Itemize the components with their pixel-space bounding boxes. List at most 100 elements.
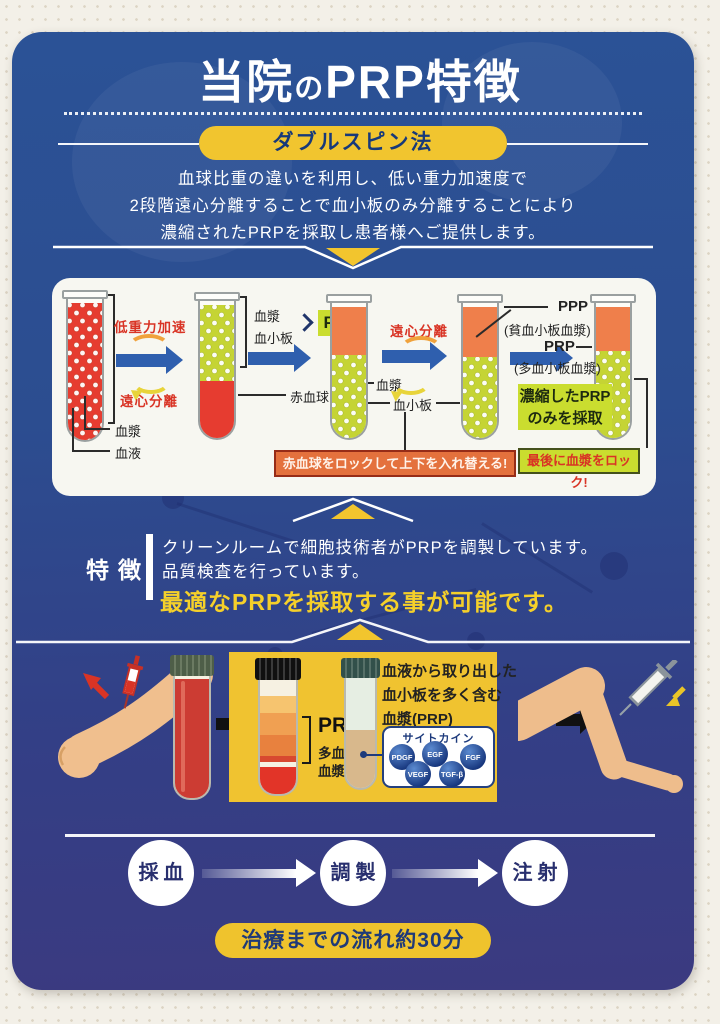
label-prp-title: PRP xyxy=(544,338,575,355)
step-arrow-icon xyxy=(510,344,573,372)
spin-arc-icon xyxy=(128,334,170,360)
separated-tube xyxy=(341,658,380,790)
badge-line-right xyxy=(507,143,648,145)
intro-paragraph: 血球比重の違いを利用し、低い重力加速度で 2段階遠心分離することで血小板のみ分離… xyxy=(0,166,706,247)
flow-arrow-icon xyxy=(392,869,478,878)
note-lock-plasma: 最後に血漿をロック! xyxy=(518,448,640,490)
tube1-bracket xyxy=(108,294,115,424)
badge-line-left xyxy=(58,143,199,145)
tube-lip xyxy=(194,292,240,301)
connector-line xyxy=(365,753,383,756)
connector-line xyxy=(84,396,86,428)
tube2-bracket xyxy=(240,296,247,368)
tube-cap xyxy=(341,658,380,678)
label-tube1-blood: 血液 xyxy=(115,446,142,461)
page-title-post: PRP特徴 xyxy=(325,56,522,108)
cytokine-vegf: VEGF xyxy=(405,761,431,787)
up-arrow-wide-icon xyxy=(16,618,690,644)
prp-tube xyxy=(255,658,301,796)
flow-arrow-icon xyxy=(202,869,296,878)
connector-line xyxy=(84,428,110,430)
intro-line: 2段階遠心分離することで血小板のみ分離することにより xyxy=(129,197,577,215)
flow-step-injection: 注射 xyxy=(502,840,568,906)
page-title-particle: の xyxy=(294,73,326,105)
label-tube1-plasma: 血漿 xyxy=(115,424,142,439)
cytokine-title: サイトカイン xyxy=(402,733,475,745)
test-tube-first-spin xyxy=(194,292,240,440)
method-badge: ダブルスピン法 xyxy=(199,126,507,160)
flow-step-preparation: 調製 xyxy=(320,840,386,906)
connector-line xyxy=(504,306,548,308)
prp-layer-bracket xyxy=(302,716,311,764)
test-tube-second-spin xyxy=(457,294,503,440)
note-swap: 赤血球をロックして上下を入れ替える! xyxy=(274,450,516,477)
chevron-right-icon xyxy=(295,313,314,332)
duration-badge: 治療までの流れ約30分 xyxy=(215,923,491,958)
features-line: クリーンルームで細胞技術者がPRPを調製しています。 xyxy=(162,539,598,557)
label-tube2-rbc: 赤血球 xyxy=(290,390,330,405)
injection-syringe-icon xyxy=(619,660,678,716)
label-tube3-platelet: 血小板 xyxy=(393,398,433,413)
connector-line xyxy=(404,412,406,450)
tube-cap xyxy=(255,658,301,680)
note-extract: 濃縮したPRP のみを採取 xyxy=(518,384,612,430)
features-bar xyxy=(146,534,153,600)
down-arrow-icon xyxy=(53,245,653,270)
molecule-atom xyxy=(600,552,628,580)
prp-desc-line: 血小板を多く含む xyxy=(382,687,503,704)
spin-arrow-icon xyxy=(132,370,170,394)
syringe-icon xyxy=(122,655,144,709)
draw-arrow-icon xyxy=(83,673,110,700)
prp-desc-line: 血液から取り出した xyxy=(382,663,518,680)
background-blob xyxy=(72,62,292,262)
step-arrow-icon xyxy=(116,346,183,374)
connector-line xyxy=(72,408,74,450)
step-arrow-icon xyxy=(382,342,447,370)
tube-lip xyxy=(62,290,108,299)
label-ppp-sub: (貧血小板血漿) xyxy=(504,323,591,338)
label-tube2-plasma: 血漿 xyxy=(254,309,281,324)
test-tube-inverted xyxy=(326,294,372,440)
up-arrow-icon xyxy=(292,497,414,523)
spin-arrow-icon xyxy=(392,371,430,395)
cytokine-fgf: FGF xyxy=(460,744,486,770)
label-ppp-title: PPP xyxy=(558,298,589,315)
cytokine-box: サイトカイン PDGF EGF FGF VEGF TGF-β xyxy=(382,726,495,788)
flow-step-blood-draw: 採血 xyxy=(128,840,194,906)
flow-arrow-head xyxy=(296,859,316,887)
connector-line xyxy=(634,378,646,380)
connector-line xyxy=(72,450,110,452)
tube-lip xyxy=(326,294,372,303)
cytokine-connector-dot xyxy=(360,751,367,758)
label-low-g-accel: 低重力加速 xyxy=(114,320,187,335)
intro-line: 濃縮されたPRPを採取し患者様へご提供します。 xyxy=(160,224,546,242)
prp-leaflet-card xyxy=(12,32,694,990)
label-prp-sub: (多血小板血漿) xyxy=(514,361,601,376)
connector-line xyxy=(576,346,592,348)
prp-label-sub: 血漿 xyxy=(318,764,345,779)
connector-line xyxy=(368,402,390,404)
spin-arc-icon xyxy=(400,336,442,362)
page-title-pre: 当院 xyxy=(198,56,295,108)
connector-line xyxy=(646,378,648,448)
features-highlight: 最適なPRPを採取する事が可能です。 xyxy=(160,589,568,615)
tube-cap xyxy=(170,655,214,676)
label-tube2-platelet: 血小板 xyxy=(254,331,294,346)
flow-arrow-head xyxy=(478,859,498,887)
page-title: 当院のPRP特徴 xyxy=(0,46,720,112)
note-extract-line: 濃縮したPRP xyxy=(519,388,611,405)
cytokine-tgfb: TGF-β xyxy=(439,761,465,787)
prp-desc-line: 血漿(PRP) xyxy=(382,711,453,728)
tube-lip xyxy=(457,294,503,303)
dotted-separator xyxy=(64,112,642,115)
label-centrifuge-2: 遠心分離 xyxy=(390,324,448,339)
tube-lip xyxy=(590,294,636,303)
connector-line xyxy=(368,382,374,384)
section-divider xyxy=(65,834,655,837)
background-blob xyxy=(442,42,622,202)
label-centrifuge-1: 遠心分離 xyxy=(120,394,178,409)
features-heading: 特徴 xyxy=(86,557,150,583)
step-arrow-icon xyxy=(248,344,311,372)
intro-line: 血球比重の違いを利用し、低い重力加速度で xyxy=(178,170,528,188)
